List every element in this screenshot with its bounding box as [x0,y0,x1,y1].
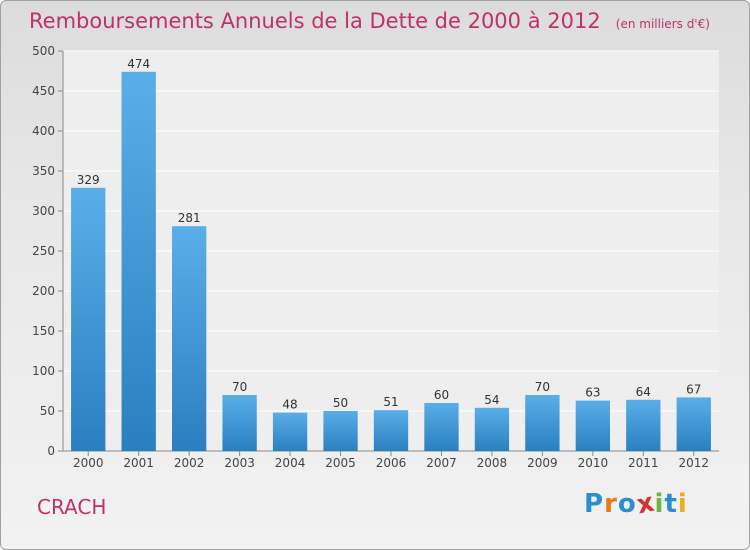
data-label: 329 [77,173,100,187]
x-tick-label: 2004 [275,456,306,470]
data-label: 63 [585,386,600,400]
chart-title: Remboursements Annuels de la Dette de 20… [29,9,601,33]
bar-2012 [676,397,711,451]
bar-2005 [323,411,358,451]
title-block: Remboursements Annuels de la Dette de 20… [29,9,710,33]
x-tick-label: 2007 [426,456,457,470]
bar-2010 [575,400,611,451]
logo-letter: r [604,489,618,519]
city-name: CRACH [37,495,107,519]
bar-2002 [171,226,207,451]
data-label: 48 [282,398,297,412]
bar-2004 [272,412,308,451]
x-tick-label: 2006 [376,456,407,470]
data-label: 51 [383,395,398,409]
chart-subtitle: (en milliers d'€) [615,17,710,31]
x-tick-label: 2012 [678,456,709,470]
x-tick-label: 2009 [527,456,558,470]
data-label: 70 [232,380,247,394]
x-tick-label: 2008 [477,456,508,470]
bar-2003 [222,395,257,451]
y-tick-label: 300 [32,204,55,218]
data-label: 60 [434,388,449,402]
y-tick-label: 150 [32,324,55,338]
data-label: 70 [535,380,550,394]
x-tick-label: 2002 [174,456,205,470]
data-label: 474 [127,57,150,71]
data-label: 281 [178,211,201,225]
x-tick-label: 2011 [628,456,659,470]
bar-2007 [424,403,459,451]
logo-letter: t [664,489,678,519]
bar-2000 [71,187,106,452]
x-tick-label: 2003 [224,456,255,470]
data-label: 64 [636,385,651,399]
bar-2006 [373,410,409,451]
bar-2009 [525,395,560,451]
y-tick-label: 200 [32,284,55,298]
data-label: 54 [484,393,499,407]
x-tick-label: 2010 [578,456,609,470]
data-label: 67 [686,382,701,396]
logo-letter: P [584,489,605,519]
logo-letter: i [677,489,688,519]
y-tick-label: 0 [47,444,55,458]
bar-2011 [626,399,661,451]
y-tick-label: 100 [32,364,55,378]
y-tick-label: 450 [32,84,55,98]
y-tick-label: 500 [32,44,55,58]
x-tick-label: 2005 [325,456,356,470]
data-label: 50 [333,396,348,410]
y-tick-label: 400 [32,124,55,138]
proxiti-logo[interactable]: Proxiti [584,487,688,520]
bar-2001 [121,71,156,452]
y-tick-label: 250 [32,244,55,258]
y-tick-label: 350 [32,164,55,178]
x-tick-label: 2001 [123,456,154,470]
y-tick-label: 50 [40,404,55,418]
bar-2008 [474,407,510,451]
logo-letter: o [617,489,637,519]
logo-letter: i [654,489,665,519]
x-tick-label: 2000 [73,456,104,470]
